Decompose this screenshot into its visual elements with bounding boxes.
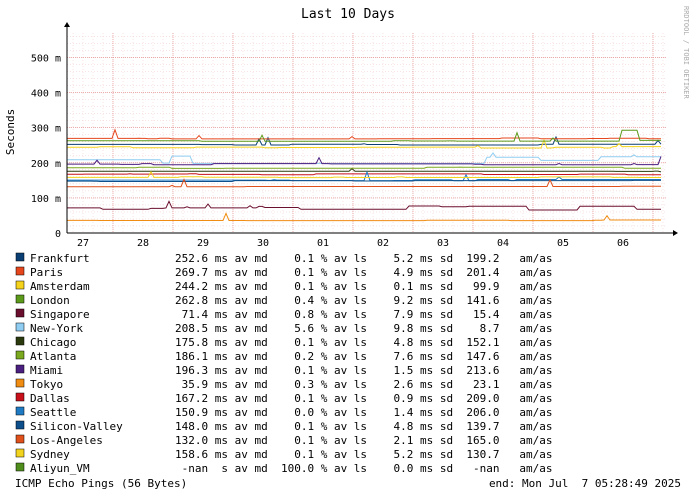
y-tick-label: 0 — [55, 229, 61, 240]
legend-swatch — [15, 392, 25, 402]
legend-swatch — [15, 364, 25, 374]
y-axis-label: Seconds — [4, 109, 17, 155]
series-line-sydney — [67, 170, 661, 179]
x-tick-label: 27 — [77, 238, 89, 249]
series-line-singapore — [67, 200, 661, 211]
legend-series-stats: 269.7 ms av md 0.1 % av ls 4.9 ms sd 201… — [175, 266, 553, 279]
legend-series-stats: 158.6 ms av md 0.1 % av ls 5.2 ms sd 130… — [175, 448, 553, 461]
series-line-paris — [67, 128, 661, 140]
legend-series-stats: 186.1 ms av md 0.2 % av ls 7.6 ms sd 147… — [175, 350, 553, 363]
legend-series-stats: 35.9 ms av md 0.3 % av ls 2.6 ms sd 23.1… — [175, 378, 553, 391]
legend-series-name: Chicago — [30, 336, 76, 349]
series-line-dallas — [67, 173, 661, 176]
series-line-london — [67, 129, 661, 142]
legend-series-name: Paris — [30, 266, 63, 279]
series-line-amsterdam — [67, 138, 661, 149]
y-tick-label: 400 m — [31, 89, 61, 100]
legend-swatch — [15, 308, 25, 318]
series-line-frankfurt — [67, 135, 662, 146]
series-line-los-angeles — [67, 178, 661, 188]
chart-title: Last 10 Days — [301, 7, 395, 22]
plot-area — [67, 33, 667, 233]
y-tick-label: 300 m — [31, 124, 61, 135]
legend-series-stats: 252.6 ms av md 0.1 % av ls 5.2 ms sd 199… — [175, 252, 553, 265]
legend-series-stats: -nan s av md 100.0 % av ls 0.0 ms sd -na… — [175, 462, 553, 475]
legend-series-name: Singapore — [30, 308, 90, 321]
x-tick-label: 05 — [557, 238, 569, 249]
legend-series-name: London — [30, 294, 70, 307]
x-tick-label: 30 — [257, 238, 269, 249]
legend-series-name: New-York — [30, 322, 83, 335]
legend-series-stats: 148.0 ms av md 0.1 % av ls 4.8 ms sd 139… — [175, 420, 553, 433]
legend-series-name: Frankfurt — [30, 252, 90, 265]
legend-swatch — [15, 266, 25, 276]
legend-swatch — [15, 252, 25, 262]
legend-series-stats: 262.8 ms av md 0.4 % av ls 9.2 ms sd 141… — [175, 294, 553, 307]
legend-series-name: Amsterdam — [30, 280, 90, 293]
legend-series-name: Los-Angeles — [30, 434, 103, 447]
rrdtool-watermark: RRDTOOL / TOBI OETIKER — [682, 6, 690, 100]
x-tick-label: 06 — [617, 238, 629, 249]
series-line-silicon-valley — [67, 179, 661, 182]
legend-swatch — [15, 280, 25, 290]
legend-series-name: Sydney — [30, 448, 70, 461]
x-tick-label: 01 — [317, 238, 329, 249]
legend-swatch — [15, 336, 25, 346]
legend-swatch — [15, 378, 25, 388]
legend-swatch — [15, 462, 25, 472]
x-tick-label: 03 — [437, 238, 449, 249]
x-tick-label: 02 — [377, 238, 389, 249]
y-tick-label: 500 m — [31, 54, 61, 65]
legend-swatch — [15, 448, 25, 458]
legend-series-name: Aliyun_VM — [30, 462, 90, 475]
legend-swatch — [15, 322, 25, 332]
legend-series-stats: 208.5 ms av md 5.6 % av ls 9.8 ms sd 8.7… — [175, 322, 553, 335]
legend-swatch — [15, 406, 25, 416]
legend-series-stats: 196.3 ms av md 0.1 % av ls 1.5 ms sd 213… — [175, 364, 553, 377]
legend-series-name: Silicon-Valley — [30, 420, 123, 433]
x-tick-label: 28 — [137, 238, 149, 249]
legend-swatch — [15, 294, 25, 304]
legend-series-stats: 132.0 ms av md 0.1 % av ls 2.1 ms sd 165… — [175, 434, 553, 447]
y-tick-label: 100 m — [31, 194, 61, 205]
x-tick-labels: 27 28 29 30 01 02 03 04 05 06 — [77, 238, 629, 249]
legend-swatch — [15, 350, 25, 360]
x-tick-label: 29 — [197, 238, 209, 249]
legend-series-stats: 71.4 ms av md 0.8 % av ls 7.9 ms sd 15.4… — [175, 308, 553, 321]
legend-series-stats: 175.8 ms av md 0.1 % av ls 4.8 ms sd 152… — [175, 336, 553, 349]
series-line-atlanta — [67, 166, 661, 169]
legend-series-stats: 167.2 ms av md 0.1 % av ls 0.9 ms sd 209… — [175, 392, 553, 405]
legend-swatch — [15, 420, 25, 430]
y-tick-labels: 0 100 m 200 m 300 m 400 m 500 m — [31, 54, 61, 240]
footer-end-time: end: Mon Jul 7 05:28:49 2025 — [489, 477, 681, 490]
y-tick-label: 200 m — [31, 159, 61, 170]
legend-series-name: Miami — [30, 364, 63, 377]
y-axis-arrow — [64, 22, 70, 27]
x-axis-arrow — [673, 230, 678, 236]
series-line-chicago — [67, 167, 662, 173]
legend-swatch — [15, 434, 25, 444]
series-lines — [67, 128, 662, 222]
x-tick-label: 04 — [497, 238, 509, 249]
legend-series-stats: 244.2 ms av md 0.1 % av ls 0.1 ms sd 99.… — [175, 280, 553, 293]
axes — [64, 22, 678, 236]
legend-series-name: Seattle — [30, 406, 76, 419]
series-line-tokyo — [67, 212, 661, 222]
footer-left-label: ICMP Echo Pings (56 Bytes) — [15, 477, 187, 490]
legend-series-stats: 150.9 ms av md 0.0 % av ls 1.4 ms sd 206… — [175, 406, 553, 419]
legend-series-name: Atlanta — [30, 350, 76, 363]
legend-series-name: Dallas — [30, 392, 70, 405]
legend: Frankfurt 252.6 ms av md 0.1 % av ls 5.2 … — [15, 252, 553, 475]
legend-series-name: Tokyo — [30, 378, 63, 391]
series-line-miami — [67, 156, 662, 166]
